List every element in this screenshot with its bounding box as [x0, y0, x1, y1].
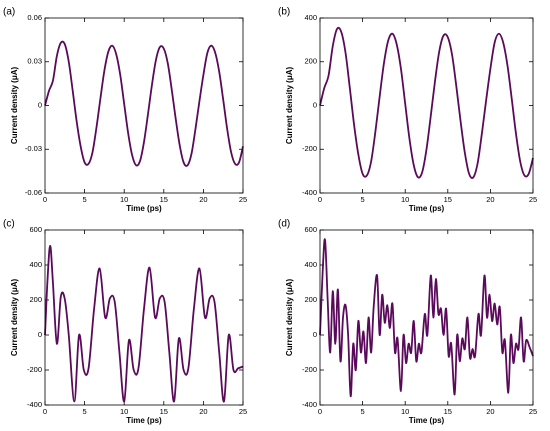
x-tick-label: 15 [444, 195, 452, 204]
data-line [319, 26, 534, 179]
x-tick-label: 15 [160, 407, 168, 416]
y-tick-label: -0.06 [25, 188, 42, 197]
panel-label: (c) [3, 219, 15, 230]
x-tick-label: 10 [120, 195, 128, 204]
plot-frame [319, 229, 534, 406]
x-tick-label: 25 [239, 407, 247, 416]
x-tick-label: 0 [43, 195, 47, 204]
y-tick-label: -200 [27, 365, 42, 374]
x-tick-label: 0 [318, 195, 322, 204]
y-tick-label: 200 [304, 295, 317, 304]
y-tick-label: -400 [27, 400, 42, 409]
x-tick-label: 20 [486, 407, 494, 416]
x-tick-label: 25 [239, 195, 247, 204]
y-tick-label: -400 [302, 188, 317, 197]
x-axis-label: Time (ps) [409, 204, 445, 213]
plot-frame [44, 17, 244, 194]
x-axis-label: Time (ps) [126, 204, 162, 213]
panel-label: (b) [278, 7, 290, 18]
y-tick-label: 400 [304, 13, 317, 22]
y-tick-label: -400 [302, 400, 317, 409]
y-tick-label: 600 [29, 225, 42, 234]
data-line [44, 244, 244, 403]
y-axis-label: Current density (μA) [285, 66, 294, 144]
x-tick-label: 10 [401, 407, 409, 416]
plot-frame [319, 17, 534, 194]
data-line [44, 40, 244, 167]
y-tick-label: 0 [38, 330, 42, 339]
y-tick-label: 0.03 [27, 57, 42, 66]
x-tick-label: 20 [486, 195, 494, 204]
x-tick-label: 5 [83, 407, 87, 416]
y-tick-label: 400 [29, 260, 42, 269]
x-tick-label: 10 [401, 195, 409, 204]
y-axis-label: Current density (μA) [285, 278, 294, 356]
y-tick-label: 0 [313, 100, 317, 109]
x-tick-label: 20 [199, 407, 207, 416]
x-tick-label: 25 [529, 407, 537, 416]
y-tick-label: 200 [29, 295, 42, 304]
y-tick-label: 400 [304, 260, 317, 269]
x-tick-label: 5 [361, 195, 365, 204]
x-tick-label: 5 [361, 407, 365, 416]
x-tick-label: 15 [444, 407, 452, 416]
x-axis-label: Time (ps) [126, 416, 162, 425]
x-tick-label: 10 [120, 407, 128, 416]
x-axis-label: Time (ps) [409, 416, 445, 425]
y-tick-label: -0.03 [25, 144, 42, 153]
x-tick-label: 15 [160, 195, 168, 204]
panel-label: (d) [278, 219, 290, 230]
y-tick-label: 0.06 [27, 13, 42, 22]
x-tick-label: 25 [529, 195, 537, 204]
y-tick-label: -200 [302, 144, 317, 153]
y-axis-label: Current density (μA) [10, 66, 19, 144]
y-tick-label: 200 [304, 57, 317, 66]
y-tick-label: 600 [304, 225, 317, 234]
data-line [319, 238, 534, 398]
x-tick-label: 0 [43, 407, 47, 416]
plot-frame [44, 229, 244, 406]
y-tick-label: 0 [313, 330, 317, 339]
panel-label: (a) [3, 7, 15, 18]
x-tick-label: 0 [318, 407, 322, 416]
y-tick-label: 0 [38, 100, 42, 109]
y-tick-label: -200 [302, 365, 317, 374]
x-tick-label: 5 [83, 195, 87, 204]
y-axis-label: Current density (μA) [10, 278, 19, 356]
x-tick-label: 20 [199, 195, 207, 204]
